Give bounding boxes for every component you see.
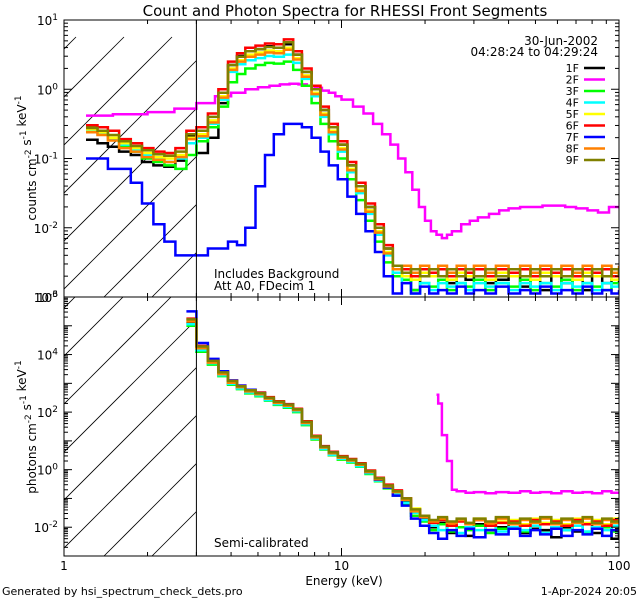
photon-y-tick-label: 106	[37, 290, 58, 305]
photon-series-group	[186, 310, 619, 540]
footer-generator: Generated by hsi_spectrum_check_dets.pro	[2, 585, 243, 598]
photon-y-tick-label: 102	[37, 405, 58, 420]
photon-y-tick-label: 100	[37, 463, 58, 478]
legend-label-6F: 6F	[566, 120, 579, 133]
legend-label-3F: 3F	[566, 85, 579, 98]
legend-label-9F: 9F	[566, 154, 579, 167]
count-annotation-attenuator: Att A0, FDecim 1	[214, 279, 315, 293]
x-axis-tick-labels: 1 10 100	[60, 559, 630, 573]
count-date-label: 30-Jun-2002	[524, 34, 598, 48]
count-y-tick-label: 10-1	[34, 152, 58, 167]
count-annotation-background: Includes Background	[214, 267, 339, 281]
photon-ylabel-text: photons cm-2 s-1 keV-1	[14, 360, 39, 494]
x-axis-label: Energy (keV)	[305, 574, 382, 588]
count-time-range-label: 04:28:24 to 04:29:24	[471, 45, 598, 59]
count-hatch-mask	[196, 20, 619, 297]
legend-label-2F: 2F	[566, 74, 579, 87]
figure-title: Count and Photon Spectra for RHESSI Fron…	[143, 2, 548, 20]
x-tick-label: 10	[334, 559, 349, 573]
count-y-axis-label: counts cm-2 s-1 keV-1	[14, 95, 39, 220]
footer-timestamp: 1-Apr-2024 20:05	[541, 585, 637, 598]
count-y-tick-label: 100	[37, 82, 58, 97]
photon-y-axis-label: photons cm-2 s-1 keV-1	[14, 360, 39, 494]
photon-axis-ticks: 10-2 100 102 104 106	[34, 290, 619, 557]
count-series-9F	[86, 40, 619, 278]
x-tick-label: 1	[60, 559, 68, 573]
count-y-tick-label: 101	[37, 13, 58, 28]
count-ylabel-text: counts cm-2 s-1 keV-1	[14, 95, 39, 220]
count-series-group	[86, 38, 619, 295]
photon-spectrum-panel: 10-2 100 102 104 106 Semi-calibrated	[34, 290, 620, 557]
legend-label-4F: 4F	[566, 97, 579, 110]
count-series-2F	[86, 82, 619, 240]
photon-series-2F	[436, 393, 619, 495]
photon-annotation-semicalibrated: Semi-calibrated	[214, 536, 309, 550]
photon-y-tick-label: 104	[37, 348, 58, 363]
photon-series-9F	[186, 318, 619, 525]
count-spectrum-panel: 10-3 10-2 10-1 100 101 30-Jun-2002 04:28:24 …	[34, 13, 620, 305]
photon-hatch-region	[64, 297, 619, 556]
count-hatch-line	[64, 36, 173, 146]
photon-hatch-line	[64, 297, 124, 357]
legend-label-8F: 8F	[566, 143, 579, 156]
x-tick-label: 100	[608, 559, 631, 573]
count-y-tick-label: 10-2	[34, 221, 58, 236]
photon-y-tick-label: 10-2	[34, 520, 58, 535]
legend-label-1F: 1F	[566, 62, 579, 75]
count-y-tick-label: 10-3	[34, 290, 58, 305]
photon-hatch-line	[64, 297, 172, 405]
count-hatch-line	[64, 36, 125, 98]
photon-hatch-line	[64, 297, 220, 453]
count-axis-ticks: 10-3 10-2 10-1 100 101	[34, 13, 619, 305]
legend-label-7F: 7F	[566, 131, 579, 144]
photon-hatch-mask	[196, 297, 619, 556]
count-hatch-line	[64, 36, 221, 194]
legend-label-5F: 5F	[566, 108, 579, 121]
